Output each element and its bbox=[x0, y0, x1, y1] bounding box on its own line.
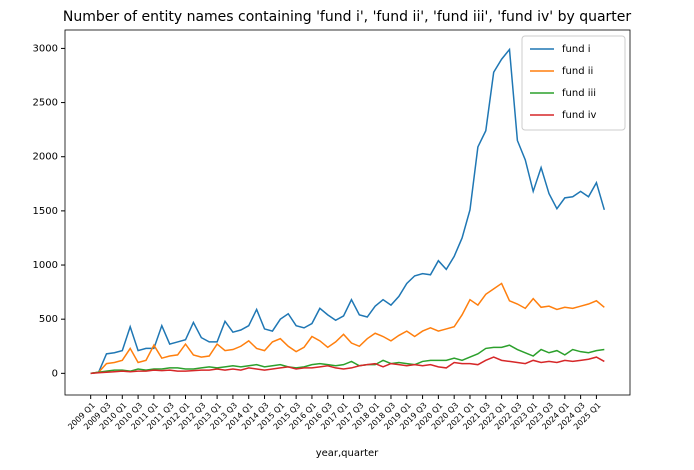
y-tick-label: 2000 bbox=[33, 152, 58, 163]
line-series bbox=[90, 47, 606, 375]
legend-box bbox=[521, 35, 626, 131]
y-tick-label: 3000 bbox=[33, 43, 58, 54]
y-tick-label: 0 bbox=[52, 368, 58, 379]
line-series bbox=[90, 282, 605, 375]
legend-label: fund ii bbox=[562, 66, 593, 77]
y-tick-label: 2500 bbox=[33, 98, 58, 109]
legend-label: fund i bbox=[562, 44, 591, 55]
plot-frame bbox=[64, 29, 631, 396]
legend-label: fund iv bbox=[562, 110, 597, 121]
x-axis-label: year,quarter bbox=[316, 448, 379, 459]
y-tick-label: 500 bbox=[39, 314, 58, 325]
legend-label: fund iii bbox=[562, 88, 596, 99]
y-tick-label: 1500 bbox=[33, 206, 58, 217]
line-series bbox=[90, 356, 605, 375]
y-tick-label: 1000 bbox=[33, 260, 58, 271]
chart-title: Number of entity names containing 'fund … bbox=[63, 9, 632, 25]
line-series bbox=[90, 344, 605, 375]
